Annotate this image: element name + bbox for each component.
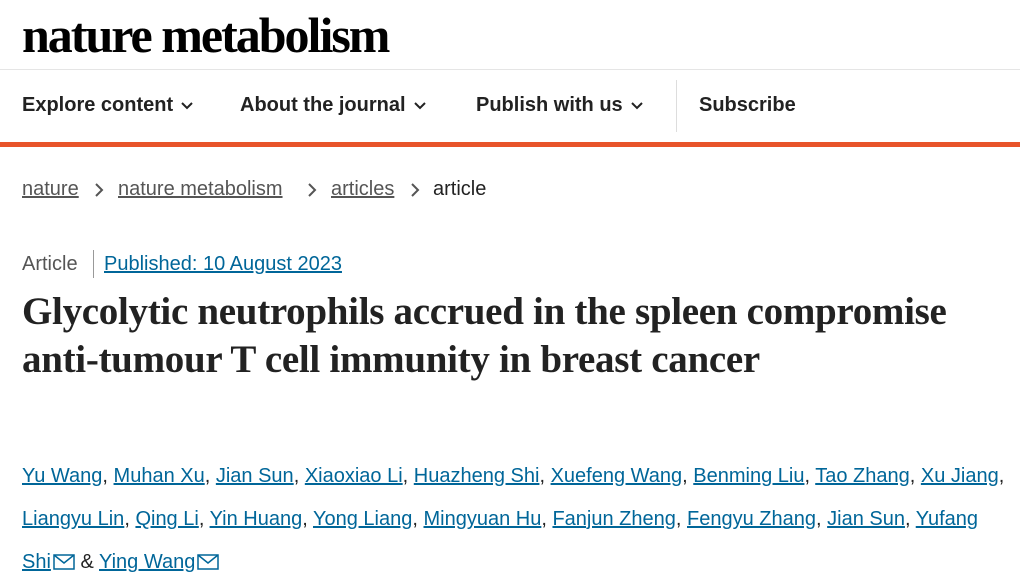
nav-separator xyxy=(676,80,677,132)
author-link[interactable]: Ying Wang xyxy=(99,551,196,573)
author-separator: , xyxy=(302,508,308,530)
author-link[interactable]: Yu Wang xyxy=(22,465,103,487)
nav-item[interactable]: Publish with us xyxy=(476,94,643,117)
email-icon[interactable] xyxy=(53,554,75,570)
article-title: Glycolytic neutrophils accrued in the sp… xyxy=(22,290,947,381)
author-link[interactable]: Benming Liu xyxy=(693,465,805,487)
author-link[interactable]: Yufang Shi xyxy=(22,508,979,573)
author-separator: , xyxy=(816,508,822,530)
breadcrumb-link[interactable]: articles xyxy=(331,178,395,200)
author-link[interactable]: Huazheng Shi xyxy=(413,465,540,487)
author-link[interactable]: Muhan Xu xyxy=(113,465,205,487)
breadcrumb-current: article xyxy=(433,178,487,200)
nav-item[interactable]: About the journal xyxy=(240,94,426,117)
nav-item[interactable]: Explore content xyxy=(22,94,193,117)
author-link[interactable]: Xuefeng Wang xyxy=(550,465,683,487)
published-date[interactable]: Published: 10 August 2023 xyxy=(104,253,342,275)
author-separator: , xyxy=(998,465,1005,487)
author-link[interactable]: Liangyu Lin xyxy=(22,508,125,530)
author-separator: , xyxy=(682,465,688,487)
breadcrumb-chevron xyxy=(411,183,420,197)
author-link[interactable]: Xu Jiang xyxy=(920,465,999,487)
subscribe-link[interactable]: Subscribe xyxy=(699,94,796,116)
nav-label: About the journal xyxy=(240,94,406,116)
author-link[interactable]: Qing Li xyxy=(135,508,199,530)
breadcrumb-chevron xyxy=(95,183,104,197)
author-separator: , xyxy=(412,508,418,530)
chevron xyxy=(630,102,643,110)
author-link[interactable]: Fanjun Zheng xyxy=(552,508,676,530)
author-separator: , xyxy=(909,465,916,487)
separator xyxy=(93,250,94,278)
author-link[interactable]: Jian Sun xyxy=(827,508,905,530)
email-icon[interactable] xyxy=(197,554,220,570)
journal-logo[interactable]: nature metabolism xyxy=(22,7,390,63)
author-separator: , xyxy=(102,465,108,487)
author-list: Yu Wang, Muhan Xu, Jian Sun, Xiaoxiao Li… xyxy=(22,455,1012,584)
author-link[interactable]: Xiaoxiao Li xyxy=(304,465,403,487)
nav-label: Explore content xyxy=(22,94,174,116)
author-link[interactable]: Jian Sun xyxy=(215,465,294,487)
author-separator: , xyxy=(541,508,547,530)
author-separator: , xyxy=(402,465,409,487)
author-separator: , xyxy=(198,508,205,530)
author-separator: , xyxy=(539,465,545,487)
author-link[interactable]: Yin Huang xyxy=(209,508,303,530)
author-link[interactable]: Tao Zhang xyxy=(815,465,910,487)
accent-bar xyxy=(0,142,1020,147)
chevron xyxy=(413,102,426,110)
chevron xyxy=(181,102,193,110)
author-link[interactable]: Mingyuan Hu xyxy=(423,508,542,530)
article-type: Article xyxy=(22,253,78,275)
divider xyxy=(0,69,1020,70)
author-separator: , xyxy=(904,508,911,530)
author-separator: , xyxy=(124,508,130,530)
author-link[interactable]: Yong Liang xyxy=(313,508,413,530)
author-separator: , xyxy=(675,508,682,530)
author-separator: , xyxy=(804,465,811,487)
breadcrumb-chevron xyxy=(308,183,317,197)
breadcrumb-link[interactable]: nature xyxy=(22,178,79,200)
author-separator: & xyxy=(80,551,94,573)
nav-label: Publish with us xyxy=(476,94,623,116)
author-separator: , xyxy=(204,465,211,487)
breadcrumb-link[interactable]: nature metabolism xyxy=(118,178,283,200)
author-link[interactable]: Fengyu Zhang xyxy=(687,508,816,530)
author-separator: , xyxy=(293,465,300,487)
